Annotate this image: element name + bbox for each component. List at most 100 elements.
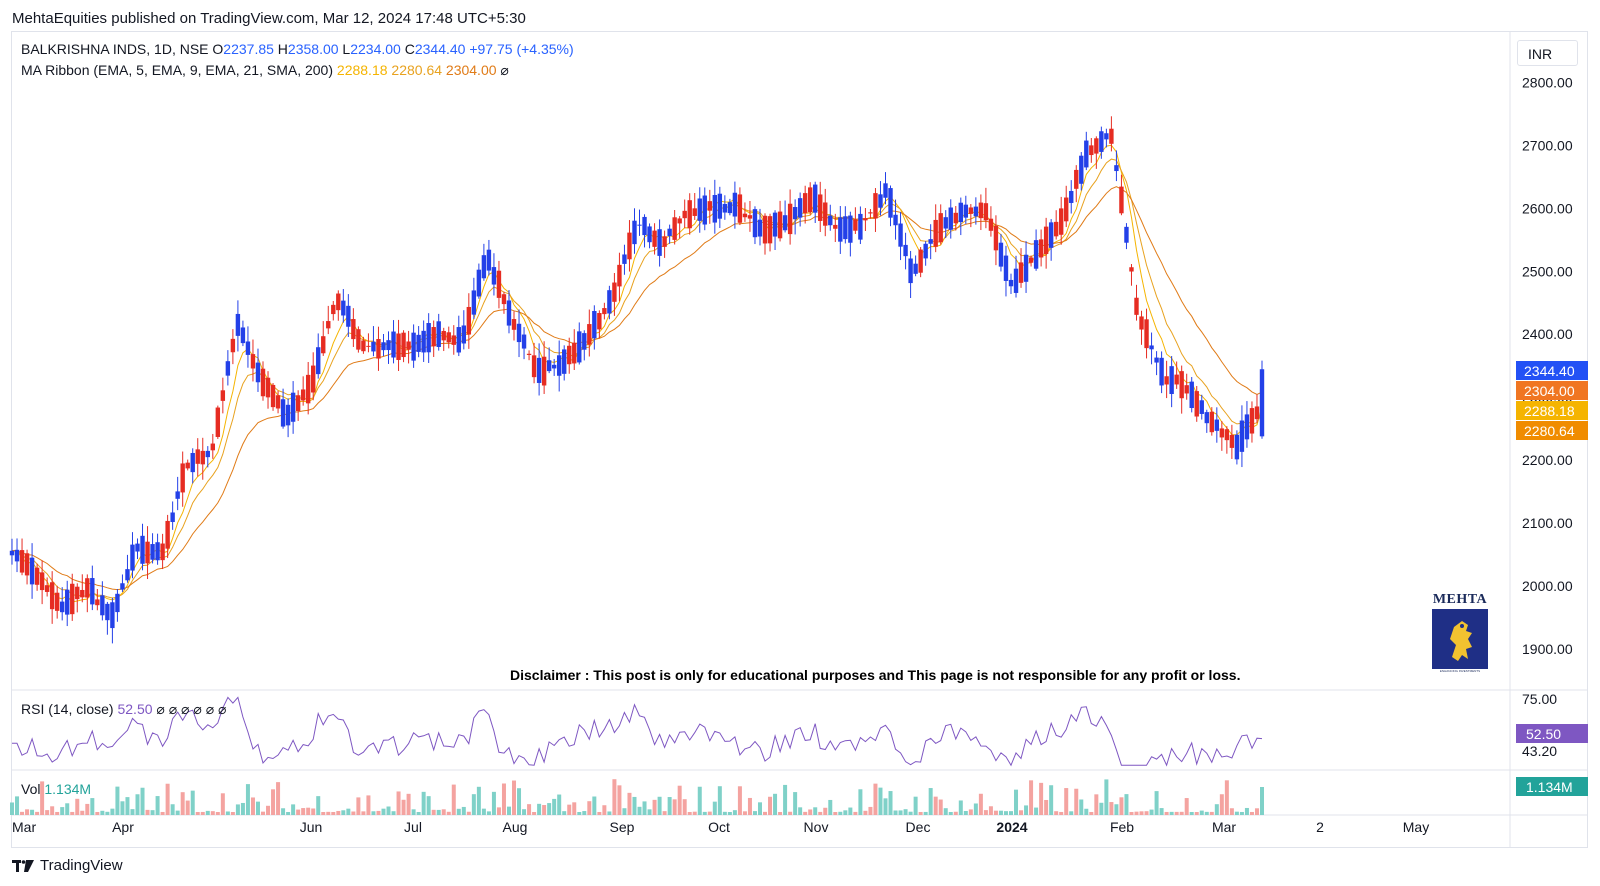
volume-bar <box>873 783 878 815</box>
volume-bar <box>65 803 70 815</box>
volume-bar <box>311 808 316 815</box>
candle-body <box>662 236 667 247</box>
volume-bar <box>1260 787 1264 815</box>
candle-body <box>863 218 868 221</box>
candle-body <box>441 330 446 341</box>
volume-bar <box>30 809 35 815</box>
candle-body <box>1089 145 1094 156</box>
volume-bar <box>331 811 336 815</box>
price-label-text: 2288.18 <box>1524 403 1575 419</box>
candle <box>14 538 20 573</box>
price-tick-label: 2200.00 <box>1522 452 1573 468</box>
candle-body <box>506 300 512 326</box>
candle <box>295 390 301 421</box>
volume-label[interactable]: Vol <box>21 781 41 797</box>
volume-bar <box>140 787 145 815</box>
volume-bar <box>356 797 361 815</box>
candle <box>682 199 687 229</box>
candle-body <box>376 339 381 359</box>
candle <box>341 289 346 323</box>
candle-body <box>1239 420 1245 452</box>
ma-hidden-icon: ⌀ <box>500 62 509 78</box>
candle <box>813 181 818 224</box>
currency-button[interactable]: INR <box>1517 40 1578 66</box>
candle <box>536 343 542 396</box>
candle-body <box>858 213 863 240</box>
candle-body <box>652 230 657 247</box>
candle <box>642 214 647 248</box>
price-axis[interactable]: 2800.002700.002600.002500.002400.002300.… <box>1516 74 1588 657</box>
candle-body <box>1064 197 1069 222</box>
candle-body <box>551 364 557 369</box>
volume-bar <box>843 810 848 815</box>
candle-body <box>170 512 175 523</box>
candle-body <box>200 450 205 465</box>
candle-body <box>255 362 261 383</box>
pane-separators <box>12 32 1588 848</box>
candle <box>737 187 743 226</box>
candle-body <box>627 232 632 260</box>
volume-bar <box>1139 811 1144 815</box>
rsi-hidden-icons: ⌀ ⌀ ⌀ ⌀ ⌀ ⌀ <box>156 701 227 717</box>
time-axis[interactable]: Mar Apr Jun Jul Aug Sep Oct Nov Dec 2024 Feb Mar 2 Ma… <box>12 819 1429 835</box>
candle <box>336 290 341 321</box>
candle-body <box>105 603 110 621</box>
volume-bar <box>115 786 120 815</box>
volume-bar <box>903 809 908 815</box>
volume-bar <box>135 794 140 815</box>
volume-bar <box>1204 811 1209 815</box>
candle-body <box>1154 357 1159 363</box>
candle-body <box>501 294 507 305</box>
volume-bar <box>486 811 491 815</box>
mehta-logo: MEHTA ENHANCING INVESTMENTS <box>1431 592 1489 673</box>
price-tick-label: 2400.00 <box>1522 326 1573 342</box>
volume-bar <box>948 811 953 815</box>
volume-bar <box>50 806 55 815</box>
volume-bar <box>361 811 366 815</box>
candle <box>727 198 733 216</box>
candle-body <box>582 333 587 350</box>
candle <box>732 181 738 229</box>
volume-bar <box>732 810 737 815</box>
volume-bar <box>155 796 160 815</box>
rsi-label[interactable]: RSI (14, close) <box>21 701 114 717</box>
candle <box>446 326 451 349</box>
volume-bar <box>938 799 943 815</box>
candle-body <box>632 220 637 245</box>
ma-label[interactable]: MA Ribbon (EMA, 5, EMA, 9, EMA, 21, SMA,… <box>21 62 334 78</box>
candle-body <box>1164 376 1169 385</box>
candle <box>652 223 657 255</box>
volume-bar <box>572 802 577 815</box>
candle-body <box>65 589 70 615</box>
candle-body <box>140 535 145 564</box>
candle-body <box>1229 434 1235 448</box>
volume-bar <box>95 811 100 815</box>
candle <box>707 189 712 224</box>
volume-bar <box>532 811 537 815</box>
symbol-name[interactable]: BALKRISHNA INDS, 1D, NSE <box>21 41 209 57</box>
candle <box>541 341 547 394</box>
candle <box>441 327 446 352</box>
volume-bar <box>125 797 130 815</box>
volume-bar <box>853 811 858 815</box>
candle <box>411 324 416 368</box>
volume-bar <box>80 810 85 815</box>
candle <box>44 577 50 597</box>
candle <box>948 199 953 239</box>
volume-bar <box>1039 782 1044 815</box>
tradingview-brand[interactable]: TradingView <box>12 857 123 874</box>
volume-bar <box>813 807 818 815</box>
volume-bar <box>517 788 522 815</box>
candle <box>351 308 356 347</box>
volume-bar <box>461 806 466 815</box>
candle <box>602 302 607 320</box>
candle-body <box>280 399 286 427</box>
candle <box>687 193 692 235</box>
volume-bar <box>366 795 371 815</box>
candle-body <box>1234 434 1240 460</box>
volume-bar <box>85 803 90 815</box>
candle <box>777 200 783 242</box>
candle <box>531 342 537 384</box>
volume-bar <box>868 806 873 815</box>
